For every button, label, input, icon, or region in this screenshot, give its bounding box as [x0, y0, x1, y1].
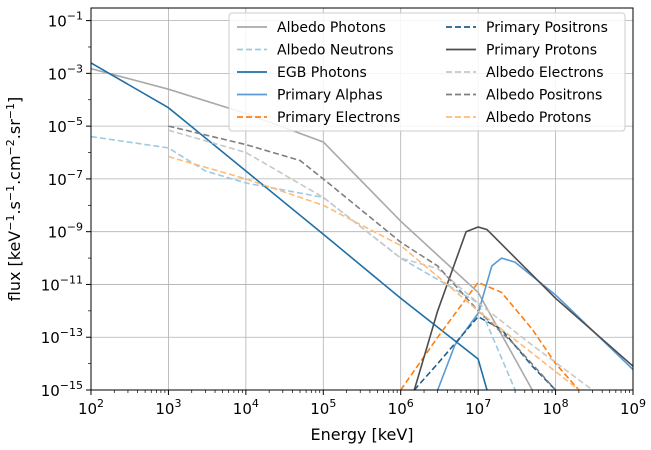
legend-label-albedo-protons: Albedo Protons: [486, 110, 591, 126]
y-tick-label: 10−13: [41, 326, 83, 347]
series-line-primary-protons: [413, 226, 633, 390]
legend: Albedo Photons Albedo Neutrons EGB Photons…: [228, 12, 626, 132]
legend-label-albedo-positrons: Albedo Positrons: [486, 88, 602, 104]
axis-ticks: [86, 20, 634, 395]
series-line-albedo-neutrons: [91, 135, 516, 390]
x-tick-labels: 102 103 104 105 106 107 108 109: [78, 397, 646, 418]
series-line-albedo-electrons: [168, 129, 593, 390]
y-tick-label: 10−3: [48, 62, 83, 83]
legend-label-albedo-neutrons: Albedo Neutrons: [277, 43, 394, 59]
legend-label-egb-photons: EGB Photons: [277, 65, 367, 81]
y-tick-labels: 10−1 10−3 10−5 10−7 10−9 10−11 10−13 10−15: [41, 10, 83, 400]
y-tick-label: 10−9: [48, 221, 83, 242]
legend-label-albedo-photons: Albedo Photons: [277, 20, 386, 36]
legend-label-primary-alphas: Primary Alphas: [277, 88, 383, 104]
series-line-albedo-positrons: [168, 125, 557, 390]
x-tick-label: 102: [78, 397, 104, 418]
legend-box: [228, 12, 626, 132]
plot-frame: [90, 7, 634, 391]
x-tick-label: 109: [620, 397, 646, 418]
series-line-primary-positrons: [413, 315, 557, 390]
y-tick-label: 10−5: [48, 115, 83, 136]
series-layer: [91, 62, 633, 390]
legend-label-primary-electrons: Primary Electrons: [277, 110, 400, 126]
x-tick-label: 108: [543, 397, 569, 418]
y-tick-label: 10−15: [41, 379, 83, 400]
legend-label-albedo-electrons: Albedo Electrons: [486, 65, 604, 81]
y-axis-label: flux [keV−1.s−1.cm−2.sr−1]: [4, 97, 24, 302]
y-tick-label: 10−11: [41, 273, 83, 294]
legend-label-primary-positrons: Primary Positrons: [486, 20, 608, 36]
x-tick-label: 107: [465, 397, 491, 418]
x-axis-label: Energy [keV]: [310, 425, 413, 444]
legend-label-primary-protons: Primary Protons: [486, 43, 597, 59]
x-tick-label: 105: [310, 397, 336, 418]
series-line-albedo-protons: [168, 155, 580, 390]
x-tick-label: 104: [233, 397, 259, 418]
series-line-primary-electrons: [400, 281, 580, 390]
y-tick-label: 10−1: [48, 10, 83, 31]
x-tick-label: 103: [155, 397, 181, 418]
series-line-egb-photons: [91, 62, 488, 390]
y-tick-label: 10−7: [48, 168, 83, 189]
x-tick-label: 106: [388, 397, 414, 418]
series-line-albedo-photons: [91, 67, 533, 390]
